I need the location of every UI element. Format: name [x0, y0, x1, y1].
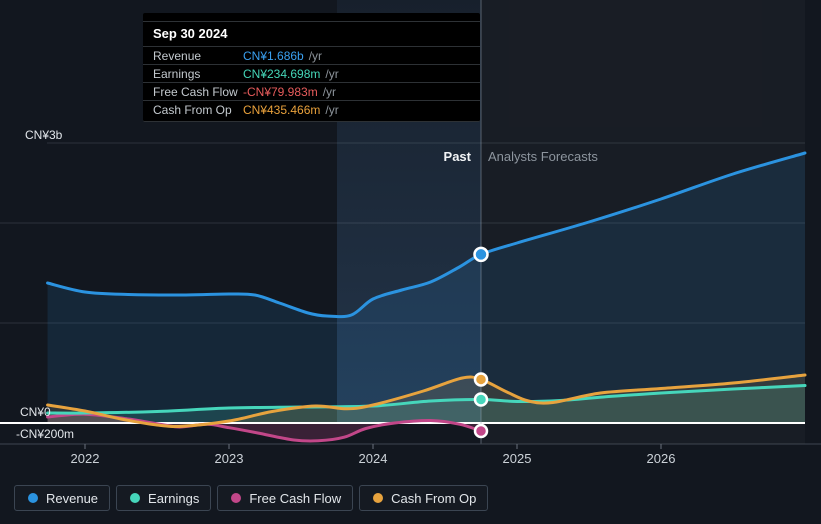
tooltip-row-cash-from-op: Cash From Op CN¥435.466m /yr	[143, 100, 480, 118]
free-cash-flow-dot-icon	[231, 493, 242, 503]
free-cash-flow-area	[47, 414, 482, 442]
earnings-dot-icon	[130, 493, 141, 503]
tooltip-value: CN¥234.698m	[243, 66, 321, 81]
tooltip-suffix: /yr	[325, 102, 339, 117]
tooltip-value: -CN¥79.983m	[243, 84, 318, 99]
legend-label: Free Cash Flow	[249, 490, 342, 506]
y-axis-label-neg200m: -CN¥200m	[16, 427, 75, 441]
past-region-label: Past	[443, 149, 471, 164]
cash-from-op-marker[interactable]	[473, 372, 489, 387]
tooltip-row-earnings: Earnings CN¥234.698m /yr	[143, 64, 480, 82]
free-cash-flow-line	[46, 412, 483, 443]
cash-from-op-line	[46, 373, 807, 428]
tooltip-label: Cash From Op	[153, 102, 232, 117]
revenue-area	[47, 153, 806, 423]
tooltip-row-revenue: Revenue CN¥1.686b /yr	[143, 46, 480, 64]
cash-from-op-dot-icon	[373, 493, 384, 503]
legend-item-earnings[interactable]: Earnings	[116, 485, 212, 511]
legend-label: Cash From Op	[391, 490, 477, 506]
tooltip-suffix: /yr	[325, 66, 339, 81]
free-cash-flow-marker[interactable]	[473, 423, 489, 439]
y-axis-label-zero: CN¥0	[20, 405, 51, 419]
tooltip-suffix: /yr	[308, 48, 323, 63]
chart-tooltip: Sep 30 2024 Revenue CN¥1.686b /yr Earnin…	[143, 13, 480, 122]
legend: Revenue Earnings Free Cash Flow Cash Fro…	[14, 485, 489, 511]
earnings-area	[47, 385, 806, 423]
tooltip-label: Revenue	[153, 48, 202, 63]
x-axis-year-2026: 2026	[646, 451, 676, 466]
revenue-marker[interactable]	[473, 246, 489, 263]
tooltip-date: Sep 30 2024	[143, 21, 480, 46]
legend-label: Earnings	[148, 490, 200, 506]
tooltip-value: CN¥435.466m	[243, 102, 321, 117]
tooltip-value: CN¥1.686b	[243, 48, 304, 63]
legend-item-free-cash-flow[interactable]: Free Cash Flow	[217, 485, 354, 511]
forecast-region-label: Analysts Forecasts	[488, 149, 598, 164]
tooltip-row-free-cash-flow: Free Cash Flow -CN¥79.983m /yr	[143, 82, 480, 100]
x-axis-year-2024: 2024	[358, 451, 388, 466]
x-axis-year-2022: 2022	[70, 451, 100, 466]
x-axis-year-2025: 2025	[502, 451, 532, 466]
y-axis-label-3b: CN¥3b	[25, 128, 63, 142]
tooltip-suffix: /yr	[322, 84, 337, 99]
legend-item-revenue[interactable]: Revenue	[14, 485, 111, 511]
x-axis-year-2023: 2023	[214, 451, 244, 466]
revenue-dot-icon	[28, 493, 38, 503]
earnings-line	[46, 384, 807, 415]
legend-label: Revenue	[46, 490, 99, 506]
revenue-line	[46, 151, 807, 319]
earnings-marker[interactable]	[473, 392, 489, 407]
tooltip-label: Earnings	[153, 66, 201, 81]
legend-item-cash-from-op[interactable]: Cash From Op	[359, 485, 489, 511]
tooltip-label: Free Cash Flow	[153, 84, 238, 99]
